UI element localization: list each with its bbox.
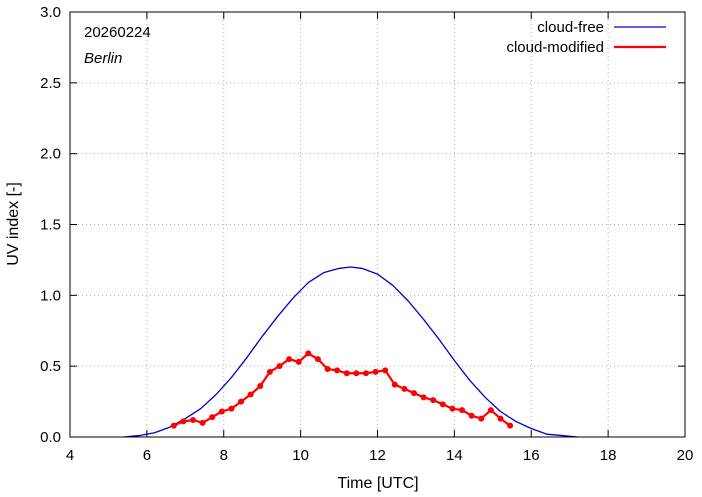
data-point [353,370,360,377]
date-label: 20260224 [84,24,151,41]
data-point [459,407,466,414]
data-point [209,414,216,421]
y-tick-label: 3.0 [40,4,61,21]
data-point [266,368,273,375]
data-point [382,367,389,374]
data-point [449,405,456,412]
data-point [411,390,418,397]
data-point [430,397,437,404]
y-tick-label: 1.0 [40,287,61,304]
location-label: Berlin [84,50,122,67]
data-point [286,356,293,363]
y-axis-label: UV index [-] [5,182,22,266]
x-tick-label: 14 [446,447,463,464]
data-point [497,415,504,422]
data-point [218,408,225,415]
legend-label: cloud-modified [506,39,604,56]
data-point [334,367,341,374]
data-point [257,383,264,389]
grid [70,12,685,437]
data-point [238,398,245,405]
data-point [507,422,514,429]
data-point [247,391,254,398]
x-tick-label: 4 [66,447,74,464]
y-tick-label: 2.0 [40,146,61,163]
series-line-cloud-free [123,266,578,438]
legend: cloud-free cloud-modified [506,19,666,56]
data-point [314,356,321,363]
data-point [170,422,177,429]
data-point [343,370,350,377]
x-tick-label: 12 [369,447,386,464]
x-tick-label: 16 [523,447,540,464]
y-tick-label: 0.5 [40,358,61,375]
data-point [362,370,369,377]
x-tick-label: 6 [143,447,151,464]
y-tick-label: 0.0 [40,429,61,446]
data-point [190,417,196,423]
data-point [305,350,312,357]
data-point [420,394,427,401]
data-point [401,385,408,392]
ticks: 4 6 8 10 12 14 16 18 20 0.0 0.5 1.0 1.5 2.0 2.5 3.0 [40,4,693,464]
data-point [372,368,379,375]
data-point [391,381,398,388]
x-tick-label: 8 [220,447,228,464]
data-point [228,405,235,412]
data-point [487,407,494,414]
data-point [468,412,475,419]
x-tick-label: 20 [677,447,694,464]
x-tick-label: 10 [292,447,309,464]
data-point [276,363,283,370]
x-axis-label: Time [UTC] [337,475,418,492]
data-point [324,366,331,372]
y-tick-label: 1.5 [40,217,61,234]
data-point [478,415,485,422]
x-tick-label: 18 [600,447,617,464]
curves [123,266,578,438]
y-tick-label: 2.5 [40,75,61,92]
legend-label: cloud-free [537,19,604,36]
data-point [199,419,206,426]
data-point [180,418,187,425]
data-point [295,358,302,365]
data-point [439,401,446,408]
